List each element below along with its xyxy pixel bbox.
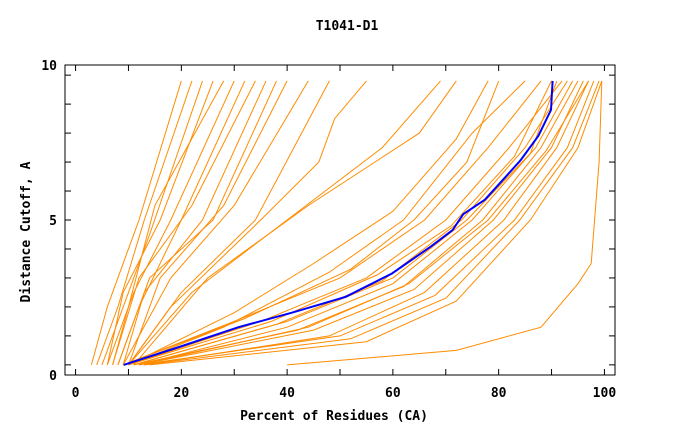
- model-line-15: [128, 80, 441, 366]
- x-tick-label: 60: [385, 386, 401, 401]
- model-line-2: [96, 80, 193, 366]
- model-line-20: [133, 80, 568, 366]
- y-tick-label: 0: [49, 369, 57, 384]
- x-tick-label: 80: [491, 386, 507, 401]
- x-axis-label: Percent of Residues (CA): [240, 409, 428, 424]
- model-line-11: [128, 80, 288, 366]
- chart-title: T1041-D1: [316, 19, 379, 34]
- y-tick-label: 10: [41, 59, 57, 74]
- model-line-23: [138, 80, 584, 366]
- model-line-24: [144, 80, 590, 366]
- model-line-27: [149, 80, 603, 366]
- model-line-32: [138, 80, 590, 366]
- plot-frame: [64, 64, 616, 376]
- model-line-14: [128, 80, 367, 366]
- model-line-33: [287, 80, 603, 366]
- model-line-19: [128, 80, 563, 366]
- x-tick-label: 0: [72, 386, 80, 401]
- model-line-29: [128, 80, 489, 366]
- y-tick-label: 5: [49, 214, 57, 229]
- x-tick-label: 100: [593, 386, 617, 401]
- model-line-10: [117, 80, 277, 366]
- model-line-7: [117, 80, 246, 366]
- model-line-16: [133, 80, 457, 366]
- model-line-26: [144, 80, 600, 366]
- model-line-3: [101, 80, 203, 366]
- y-axis-label: Distance Cutoff, A: [19, 161, 34, 302]
- model-line-21: [138, 80, 574, 366]
- model-line-1: [90, 80, 182, 366]
- model-line-25: [138, 80, 595, 366]
- model-line-9: [122, 80, 267, 366]
- highlight-line: [123, 80, 554, 366]
- model-line-6: [106, 80, 235, 366]
- model-line-18: [128, 80, 526, 366]
- model-line-12: [122, 80, 309, 366]
- model-line-28: [123, 80, 500, 366]
- x-tick-label: 40: [279, 386, 295, 401]
- model-line-17: [123, 80, 542, 366]
- model-line-30: [128, 80, 552, 366]
- model-line-8: [112, 80, 256, 366]
- x-tick-label: 20: [174, 386, 190, 401]
- model-line-5: [112, 80, 225, 366]
